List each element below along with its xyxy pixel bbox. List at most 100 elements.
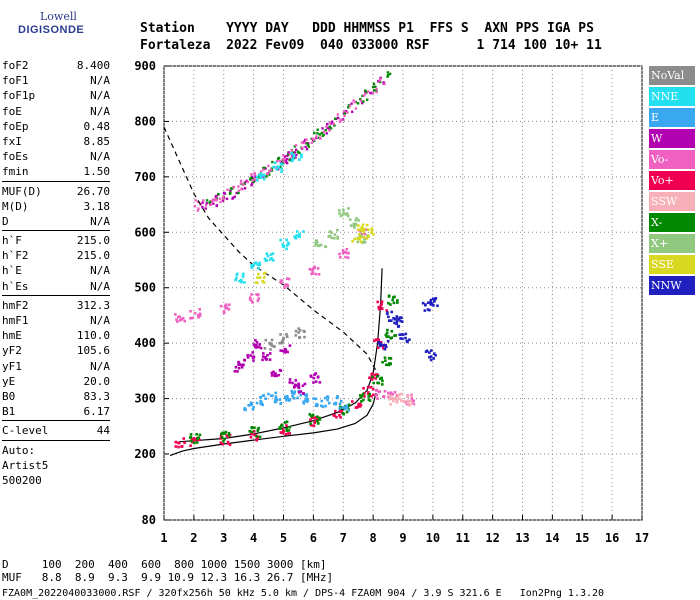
echo-dot-vo <box>345 247 349 251</box>
echo-dot-x <box>354 218 358 222</box>
param-row: MUF(D) 26.70 <box>2 184 110 199</box>
echo-dot-vo <box>381 395 385 399</box>
echo-band-dot <box>286 154 289 158</box>
echo-band-dot <box>346 111 349 114</box>
echo-dot-nne <box>290 159 294 163</box>
param-name: yE <box>2 374 16 388</box>
echo-dot-noval <box>285 333 288 336</box>
legend-item-sse: SSE <box>649 255 695 274</box>
echo-dot-w <box>255 343 258 347</box>
echo-band-dot <box>305 148 309 151</box>
echo-band-dot <box>301 146 304 150</box>
echo-dot-vo <box>344 251 347 254</box>
echo-dot-nnw <box>389 319 393 322</box>
echo-dot-ssw <box>388 395 392 398</box>
echo-dot-e <box>290 391 294 395</box>
echo-dot-vo <box>341 251 345 255</box>
echo-dot-e <box>244 408 247 412</box>
y-tick-label: 700 <box>134 170 156 184</box>
echo-dot-x <box>330 236 333 240</box>
echo-band-dot <box>283 157 286 160</box>
x-tick-label: 11 <box>456 531 470 545</box>
echo-dot-x <box>285 420 289 424</box>
echo-dot-x <box>285 427 288 431</box>
echo-dot-ssw <box>409 399 413 403</box>
echo-dot-vo <box>228 443 232 447</box>
x-tick-label: 12 <box>485 531 499 545</box>
echo-band-dot <box>348 104 352 108</box>
echo-dot-w <box>279 349 283 352</box>
echo-dot-vo <box>395 394 399 397</box>
echo-band-dot <box>279 165 282 169</box>
echo-dot-x <box>198 433 202 437</box>
param-value: 3.18 <box>83 199 111 213</box>
echo-dot-nnw <box>434 353 437 357</box>
echo-dot-vo <box>376 300 380 304</box>
param-separator <box>2 420 110 422</box>
echo-dot-ssw <box>392 399 395 403</box>
echo-dot-nne <box>280 167 283 171</box>
param-value: 83.3 <box>83 389 111 403</box>
echo-band-dot <box>239 182 243 185</box>
echo-dot-e <box>345 404 349 408</box>
echo-dot-x <box>381 360 384 364</box>
echo-dot-w <box>234 365 238 369</box>
echo-band-dot <box>344 109 348 113</box>
echo-dot-nne <box>243 281 246 284</box>
param-name: B0 <box>2 389 16 403</box>
echo-dot-nnw <box>424 303 427 307</box>
echo-dot-e <box>287 399 291 402</box>
echo-dot-noval <box>271 344 275 348</box>
echo-dot-sse <box>367 228 370 232</box>
echo-dot-w <box>261 358 264 362</box>
echo-dot-vo <box>252 430 256 433</box>
echo-dot-vo <box>369 385 373 389</box>
echo-dot-w <box>313 373 316 377</box>
echo-dot-vo <box>385 309 389 312</box>
param-separator <box>2 294 110 296</box>
digisonde-logo: Lowell DIGISONDE <box>6 8 86 48</box>
echo-dot-w <box>270 374 274 377</box>
echo-band-dot <box>328 127 331 131</box>
echo-dot-x <box>333 233 337 236</box>
echo-dot-ssw <box>396 396 399 399</box>
echo-dot-x <box>258 435 262 439</box>
echo-dot-vo <box>256 299 260 303</box>
echo-dot-e <box>261 403 264 407</box>
param-row: hmE 110.0 <box>2 328 110 343</box>
echo-dot-ssw <box>402 400 406 403</box>
echo-dot-vo <box>351 400 354 403</box>
param-row: yF1 N/A <box>2 359 110 374</box>
echo-dot-x <box>393 295 396 299</box>
echo-dot-vo <box>344 255 347 259</box>
echo-dot-x <box>347 207 350 210</box>
legend-item-x: X- <box>649 213 695 232</box>
param-value: 44 <box>96 424 110 438</box>
echo-dot-nne <box>300 153 303 156</box>
param-row: foEp 0.48 <box>2 119 110 134</box>
echo-dot-x <box>190 439 193 443</box>
echo-dot-w <box>275 374 278 378</box>
echo-band-dot <box>372 82 376 86</box>
echo-dot-vo <box>309 418 312 422</box>
echo-dot-vo <box>224 304 227 308</box>
echo-dot-vo <box>378 390 381 393</box>
param-value: N/A <box>90 314 110 327</box>
echo-dot-w <box>243 358 246 362</box>
echo-band-dot <box>316 132 319 135</box>
echo-dot-nnw <box>384 345 388 349</box>
echo-band-dot <box>336 113 339 116</box>
param-name: MUF(D) <box>2 184 42 198</box>
echo-dot-nne <box>300 155 303 159</box>
echo-dot-vo <box>197 315 200 319</box>
echo-band-dot <box>386 71 390 74</box>
echo-band-dot <box>324 128 327 132</box>
echo-band-dot <box>237 191 240 195</box>
param-value: N/A <box>90 89 110 103</box>
legend-item-nnw: NNW <box>649 276 695 295</box>
echo-dot-sse <box>358 233 361 236</box>
echo-band-dot <box>366 98 369 102</box>
echo-band-dot <box>229 189 232 193</box>
echo-dot-nne <box>269 258 272 261</box>
